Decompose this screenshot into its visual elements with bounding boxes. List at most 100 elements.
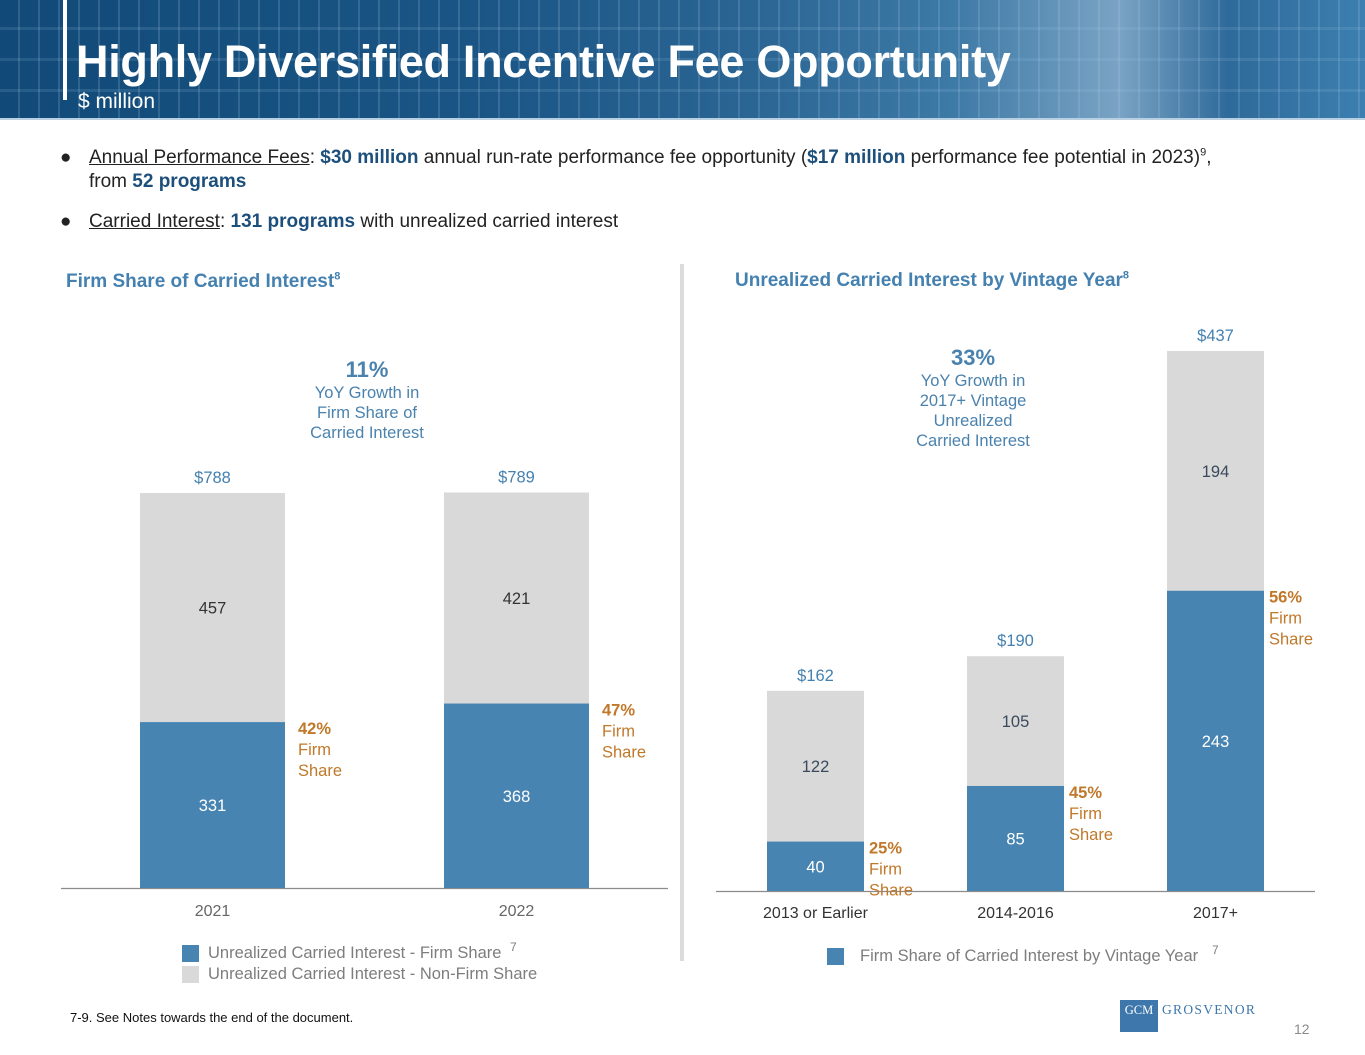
page-subtitle: $ million (78, 90, 156, 113)
legend-item-firm-share-vintage: Firm Share of Carried Interest by Vintag… (827, 943, 1247, 967)
firm-share-pct: 42% (298, 720, 331, 738)
footnote-ref: 8 (1122, 269, 1130, 282)
right-chart-title: Unrealized Carried Interest by Vintage Y… (735, 270, 1129, 292)
footnote-ref: 7 (1212, 943, 1219, 957)
legend-item-non-firm-share: Unrealized Carried Interest - Non-Firm S… (182, 964, 602, 985)
logo-wordmark: GROSVENOR (1162, 1002, 1257, 1017)
bar-segment-non-firm (140, 493, 285, 723)
right-chart-legend: Firm Share of Carried Interest by Vintag… (827, 943, 1247, 967)
data-label-total: $788 (194, 469, 231, 487)
left-growth-callout: 11% YoY Growth in Firm Share of Carried … (267, 357, 467, 443)
data-label-firm: 368 (503, 788, 531, 806)
bar-segment-firm (140, 722, 285, 888)
data-label-firm: 40 (806, 858, 824, 876)
bar-segment-non-firm (767, 690, 864, 842)
growth-desc-line: YoY Growth in (314, 384, 420, 402)
growth-value: 33% (950, 345, 996, 370)
data-label-total: $789 (498, 468, 535, 486)
firm-share-text: Firm (1269, 610, 1302, 628)
firm-share-pct: 56% (1269, 589, 1302, 607)
footnote: 7-9. See Notes towards the end of the do… (70, 1010, 354, 1025)
bullet-list: ● Annual Performance Fees: $30 million a… (60, 146, 1330, 250)
footnote-ref: 7 (510, 940, 517, 954)
page-title: Highly Diversified Incentive Fee Opportu… (76, 36, 1011, 87)
section-divider (680, 264, 684, 961)
firm-share-text: Share (1069, 826, 1113, 844)
firm-share-text: Share (298, 762, 342, 780)
bullet-text: from (89, 171, 133, 192)
legend-label: Firm Share of Carried Interest by Vintag… (860, 947, 1199, 965)
bullet-label: Carried Interest (89, 211, 220, 232)
legend-swatch-firm (182, 945, 199, 962)
bar-segment-firm (967, 785, 1064, 891)
highlight-programs: 52 programs (132, 171, 247, 192)
firm-share-text: Firm (602, 723, 635, 741)
logo-mark: GCM (1120, 1000, 1158, 1032)
highlight-programs: 131 programs (230, 211, 356, 232)
data-label-firm: 331 (199, 797, 227, 815)
growth-desc-line: Carried Interest (310, 424, 424, 442)
firm-share-text: Firm (1069, 805, 1102, 823)
x-tick-label: 2017+ (1193, 905, 1238, 922)
footnote-ref: 8 (334, 270, 341, 283)
bar-segment-firm (444, 703, 589, 888)
growth-desc-line: YoY Growth in (920, 372, 1026, 390)
legend-swatch-non-firm (182, 966, 199, 983)
bullet-carried-interest: ● Carried Interest: 131 programs with un… (60, 210, 1330, 234)
growth-value: 11% (345, 357, 389, 382)
data-label-firm: 243 (1202, 733, 1230, 751)
legend-item-firm-share: Unrealized Carried Interest - Firm Share… (182, 940, 602, 964)
bullet-performance-fees: ● Annual Performance Fees: $30 million a… (60, 146, 1330, 194)
legend-label: Unrealized Carried Interest - Firm Share (208, 944, 502, 962)
data-label-non-firm: 194 (1202, 463, 1230, 481)
data-label-total: $190 (997, 632, 1034, 650)
separator: : (309, 147, 321, 168)
bar-segment-non-firm (967, 656, 1064, 786)
left-chart-title: Firm Share of Carried Interest8 (66, 271, 340, 293)
bar-segment-firm (1167, 590, 1264, 891)
data-label-non-firm: 105 (1002, 713, 1030, 731)
header-bottom-edge (0, 118, 1365, 120)
firm-share-pct: 45% (1069, 784, 1102, 802)
separator: : (219, 211, 231, 232)
chart-title-text: Unrealized Carried Interest by Vintage Y… (735, 270, 1123, 291)
legend-label: Unrealized Carried Interest - Non-Firm S… (208, 965, 538, 983)
bar-segment-non-firm (444, 492, 589, 704)
footnote-ref: 9 (1200, 146, 1207, 159)
bullet-dot: ● (60, 211, 72, 232)
data-label-total: $437 (1197, 327, 1234, 345)
bullet-text: with unrealized carried interest (355, 211, 619, 232)
bar-segment-firm (767, 841, 864, 891)
firm-share-text: Firm (298, 741, 331, 759)
header-banner (0, 0, 1365, 120)
bullet-text: performance fee potential in 2023) (905, 147, 1201, 168)
left-chart-legend: Unrealized Carried Interest - Firm Share… (182, 940, 602, 985)
firm-share-text: Share (1269, 631, 1313, 649)
bullet-label: Annual Performance Fees (89, 147, 310, 168)
highlight-run-rate: $30 million (320, 147, 419, 168)
header-accent-bar (63, 0, 67, 100)
legend-swatch-firm (827, 948, 844, 965)
growth-desc-line: Firm Share of (317, 404, 417, 422)
chart-title-text: Firm Share of Carried Interest (66, 271, 335, 292)
bar-segment-non-firm (1167, 351, 1264, 591)
x-tick-label: 2013 or Earlier (763, 905, 869, 922)
growth-desc-line: Carried Interest (916, 432, 1030, 450)
firm-share-text: Share (602, 744, 646, 762)
right-growth-callout: 33% YoY Growth in 2017+ Vintage Unrealiz… (873, 345, 1073, 451)
bullet-text: , (1206, 147, 1212, 168)
data-label-non-firm: 421 (503, 590, 531, 608)
growth-desc-line: 2017+ Vintage (919, 392, 1027, 410)
data-label-non-firm: 457 (199, 600, 227, 618)
highlight-potential: $17 million (807, 147, 906, 168)
data-label-total: $162 (797, 667, 834, 685)
bullet-dot: ● (60, 147, 72, 168)
bullet-text: annual run-rate performance fee opportun… (418, 147, 808, 168)
growth-desc-line: Unrealized (933, 412, 1013, 430)
x-tick-label: 2021 (195, 903, 231, 920)
firm-share-pct: 25% (869, 840, 902, 858)
page-number: 12 (1294, 1021, 1310, 1037)
firm-share-text: Firm (869, 861, 902, 879)
